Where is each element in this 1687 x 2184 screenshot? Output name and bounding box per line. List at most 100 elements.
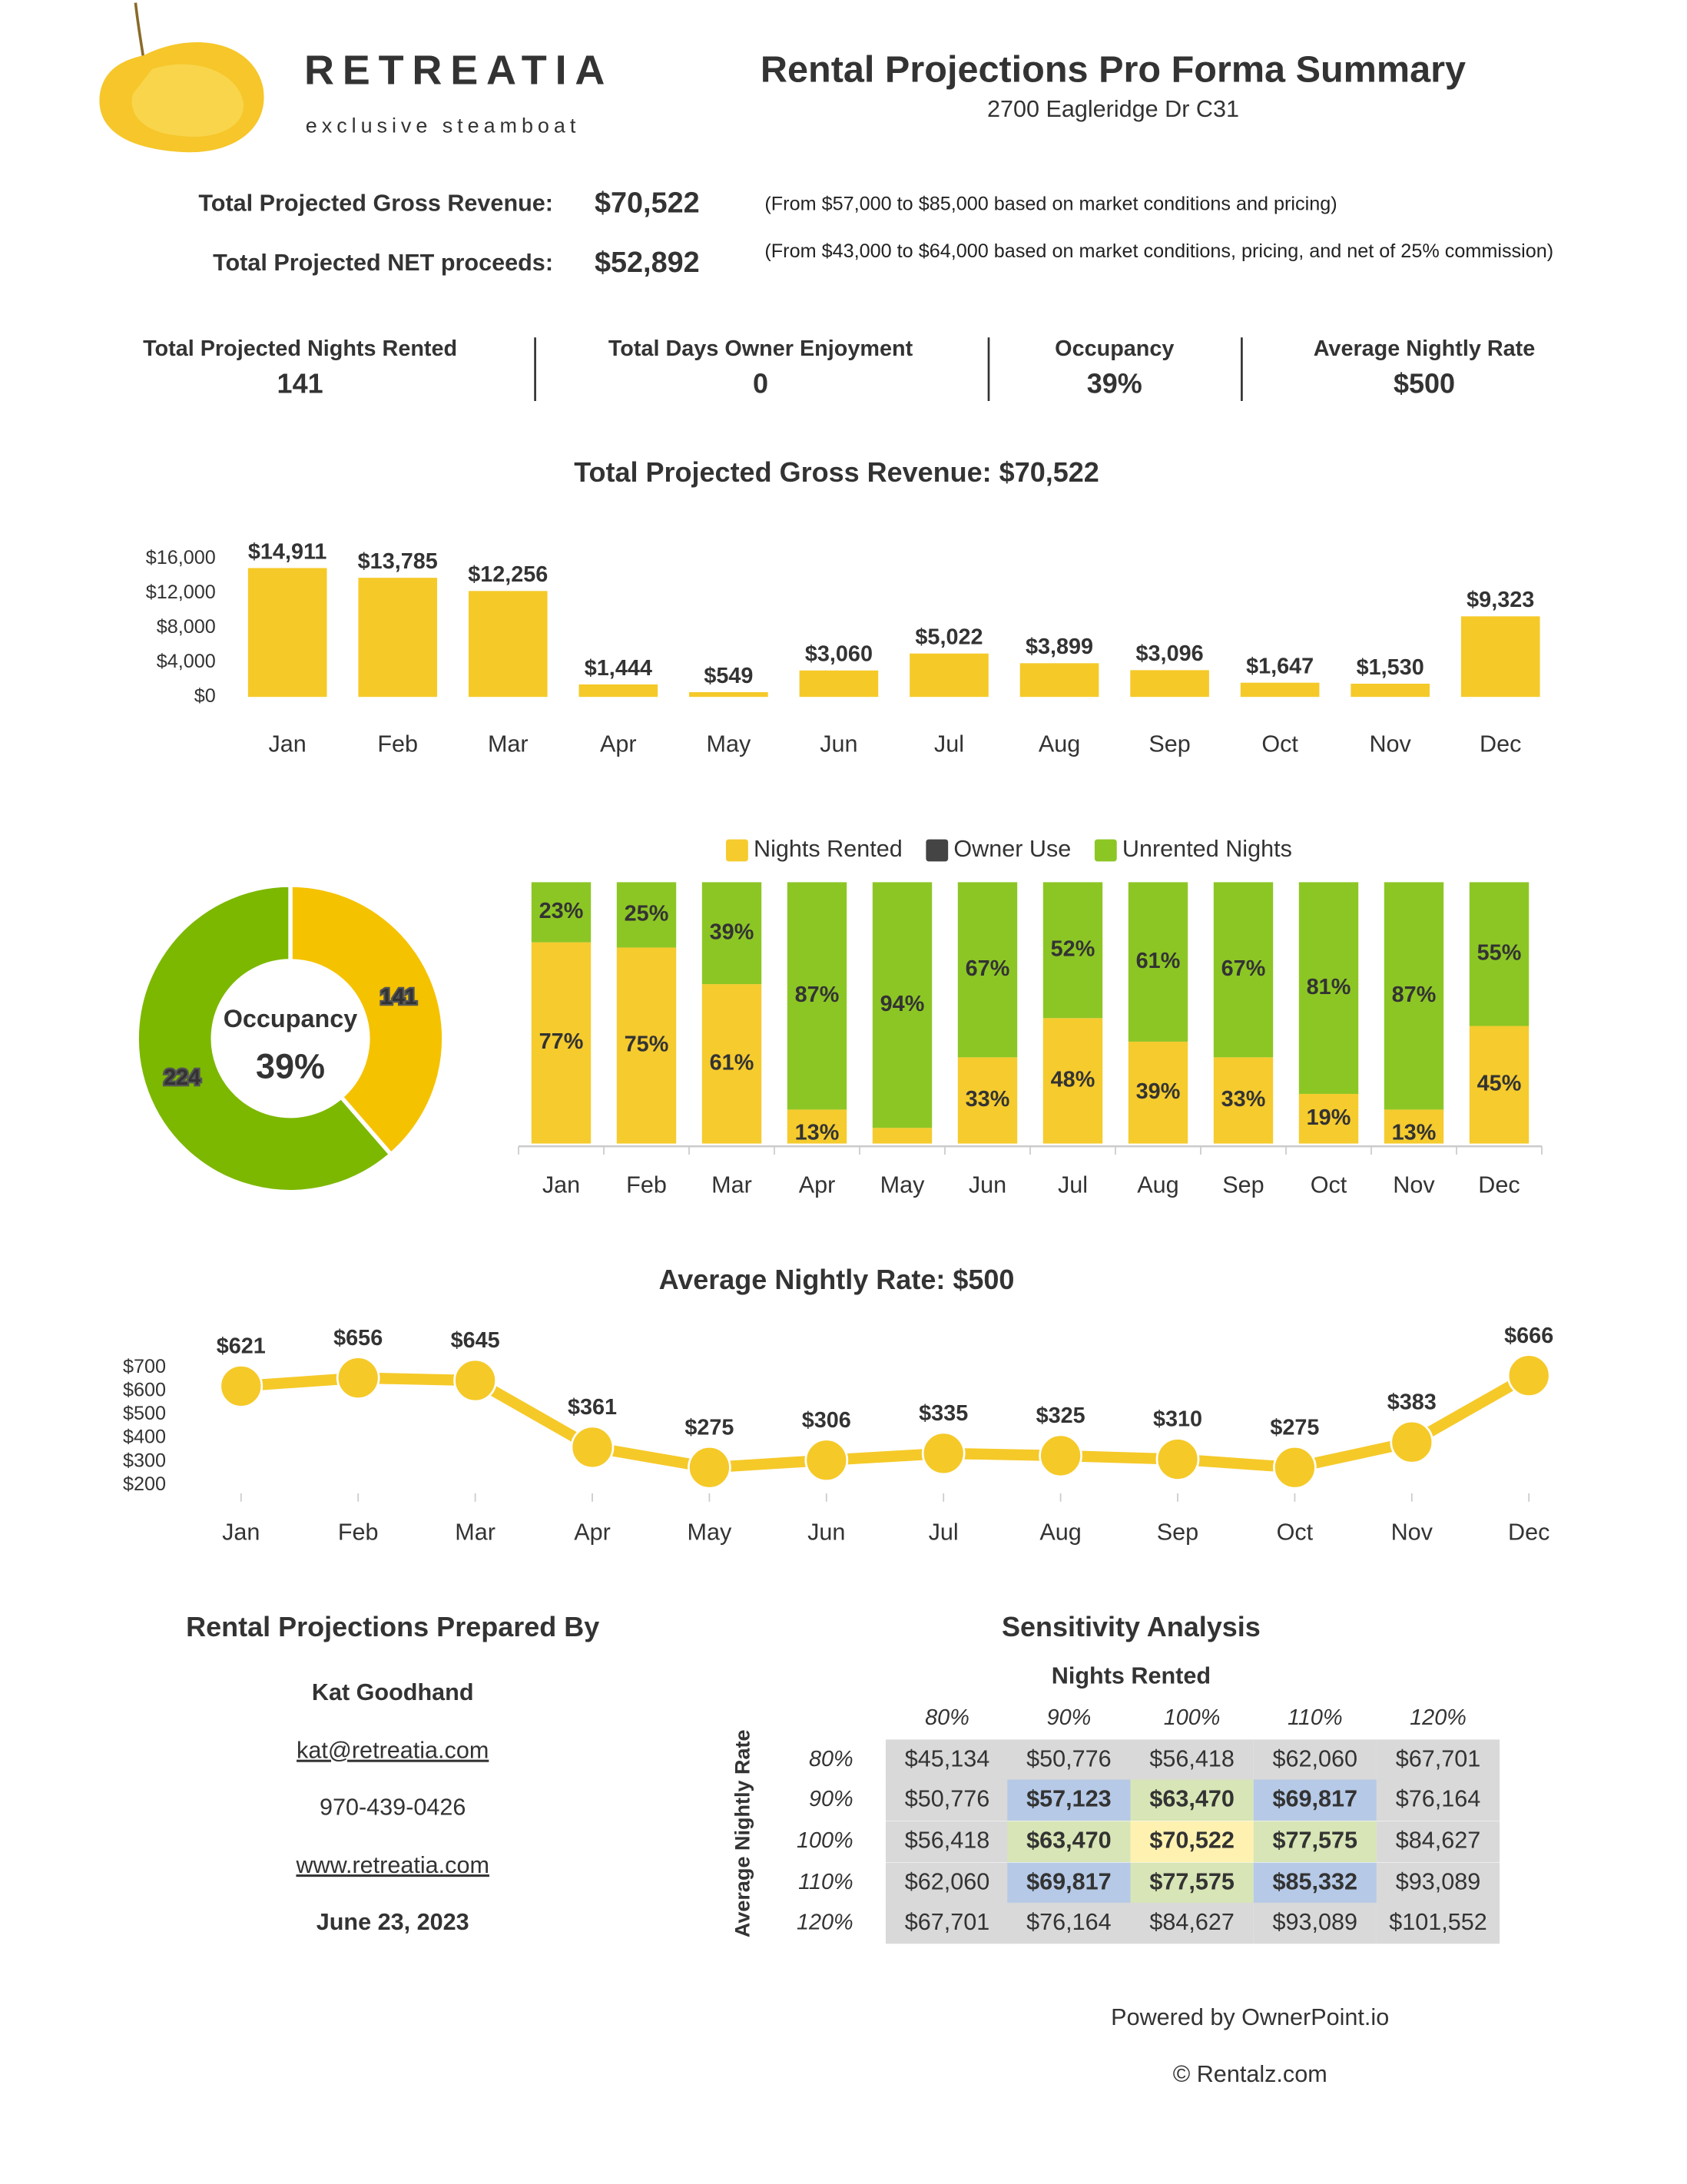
data-label: $306 — [802, 1408, 851, 1433]
footer-copyright: © Rentalz.com — [1173, 2061, 1327, 2087]
data-label: $9,323 — [1467, 588, 1534, 612]
data-label: 52% — [1051, 936, 1095, 961]
x-tick-label: Nov — [1369, 731, 1411, 757]
summary-note: (From $57,000 to $85,000 based on market… — [764, 192, 1337, 215]
x-tick-label: Sep — [1148, 731, 1190, 757]
kpi-label: Total Days Owner Enjoyment — [608, 336, 913, 361]
data-label: $1,444 — [585, 656, 652, 681]
bar-segment — [701, 984, 762, 1144]
x-tick-label: Feb — [338, 1519, 379, 1545]
bar-segment — [531, 942, 592, 1144]
table-cell — [1376, 1739, 1500, 1781]
bar-segment — [1128, 1041, 1188, 1144]
rate-point — [1039, 1433, 1082, 1478]
bar — [1130, 670, 1209, 698]
data-label: $645 — [451, 1328, 500, 1353]
summary-value: $52,892 — [595, 247, 700, 279]
kpi-label: Occupancy — [1055, 336, 1174, 361]
y-tick-label: $0 — [194, 685, 216, 707]
table-cell-text: $85,332 — [1273, 1869, 1358, 1895]
data-label: $310 — [1153, 1407, 1202, 1432]
bar — [1460, 616, 1540, 698]
row-header: Average Nightly Rate — [731, 1730, 754, 1938]
data-label: 13% — [795, 1121, 840, 1145]
prepared-website[interactable]: www.retreatia.com — [295, 1852, 489, 1878]
bar-segment — [787, 882, 847, 1110]
table-cell — [1130, 1739, 1254, 1781]
data-label: 67% — [966, 956, 1010, 981]
table-cell-text: $69,817 — [1026, 1869, 1112, 1895]
table-cell — [1253, 1821, 1377, 1863]
x-tick-label: Jun — [820, 731, 857, 757]
data-label: $3,096 — [1136, 641, 1204, 666]
data-label: 45% — [1477, 1072, 1522, 1096]
rate-point — [1155, 1437, 1200, 1481]
table-cell — [1253, 1739, 1377, 1781]
bar-segment — [957, 1057, 1018, 1144]
data-label: 87% — [795, 983, 840, 1007]
data-label: 13% — [1392, 1121, 1437, 1145]
donut-center-value: 39% — [256, 1046, 325, 1085]
bar — [1240, 682, 1320, 698]
prepared-title: Rental Projections Prepared By — [186, 1611, 599, 1642]
data-label: 33% — [966, 1087, 1010, 1112]
bar — [1019, 663, 1099, 698]
x-tick-label: Oct — [1311, 1172, 1347, 1198]
data-label: 67% — [1221, 956, 1266, 981]
x-tick-label: Jun — [969, 1172, 1006, 1198]
table-cell-text: $63,470 — [1149, 1786, 1235, 1812]
legend-label: Owner Use — [953, 836, 1071, 862]
data-label: $361 — [568, 1395, 617, 1420]
table-cell-text: $56,418 — [1149, 1745, 1235, 1771]
rate-point — [804, 1438, 849, 1483]
table-cell — [885, 1862, 1009, 1904]
table-cell — [1376, 1821, 1500, 1863]
table-cell-text: $67,701 — [1396, 1745, 1481, 1771]
summary-note-box: (From $57,000 to $85,000 based on market… — [764, 192, 1337, 215]
logo-leaf — [99, 2, 264, 153]
table-cell-text: $84,627 — [1149, 1909, 1235, 1935]
bar-segment — [1384, 1109, 1444, 1144]
table-cell-text: $63,470 — [1026, 1828, 1112, 1854]
data-label: $1,647 — [1246, 654, 1314, 678]
table-cell — [1130, 1779, 1254, 1821]
x-tick-label: Jul — [934, 731, 964, 757]
bar — [799, 670, 879, 698]
x-tick-label: Feb — [377, 731, 418, 757]
rate-point — [1273, 1445, 1317, 1490]
data-label: 19% — [1307, 1105, 1351, 1130]
brand: RETREATIA — [304, 48, 613, 94]
table-cell-text: $69,817 — [1273, 1786, 1358, 1812]
prepared-email[interactable]: kat@retreatia.com — [297, 1738, 489, 1764]
table-cell-text: $84,627 — [1396, 1828, 1481, 1854]
data-label: $14,911 — [248, 539, 327, 564]
donut-slice — [288, 883, 446, 1158]
table-cell — [1376, 1779, 1500, 1821]
footer-powered: Powered by OwnerPoint.io — [1111, 2004, 1389, 2030]
prepared-phone: 970-439-0426 — [320, 1794, 466, 1820]
bar-segment — [872, 1128, 933, 1144]
data-label: 48% — [1051, 1068, 1095, 1092]
y-tick-label: $500 — [123, 1403, 166, 1424]
row-label: 120% — [797, 1910, 853, 1934]
rate-point — [570, 1425, 615, 1470]
data-label: $325 — [1036, 1404, 1085, 1428]
rate-point — [921, 1431, 966, 1476]
y-tick-label: $12,000 — [146, 582, 216, 603]
bar-segment — [957, 882, 1018, 1058]
x-tick-label: Jan — [222, 1519, 260, 1545]
table-cell-text: $93,089 — [1396, 1869, 1481, 1895]
table-cell-text: $76,164 — [1396, 1786, 1481, 1812]
x-tick-label: Jul — [1058, 1172, 1088, 1198]
rate-point — [688, 1445, 731, 1490]
x-tick-label: Nov — [1391, 1519, 1433, 1545]
bar-segment — [531, 882, 592, 943]
data-label: $3,060 — [805, 642, 873, 667]
table-cell-text: $45,134 — [905, 1745, 990, 1771]
table-cell — [1253, 1902, 1377, 1944]
donut-label: 224 — [164, 1065, 201, 1090]
bar — [578, 684, 658, 698]
x-tick-label: Aug — [1039, 1519, 1081, 1545]
